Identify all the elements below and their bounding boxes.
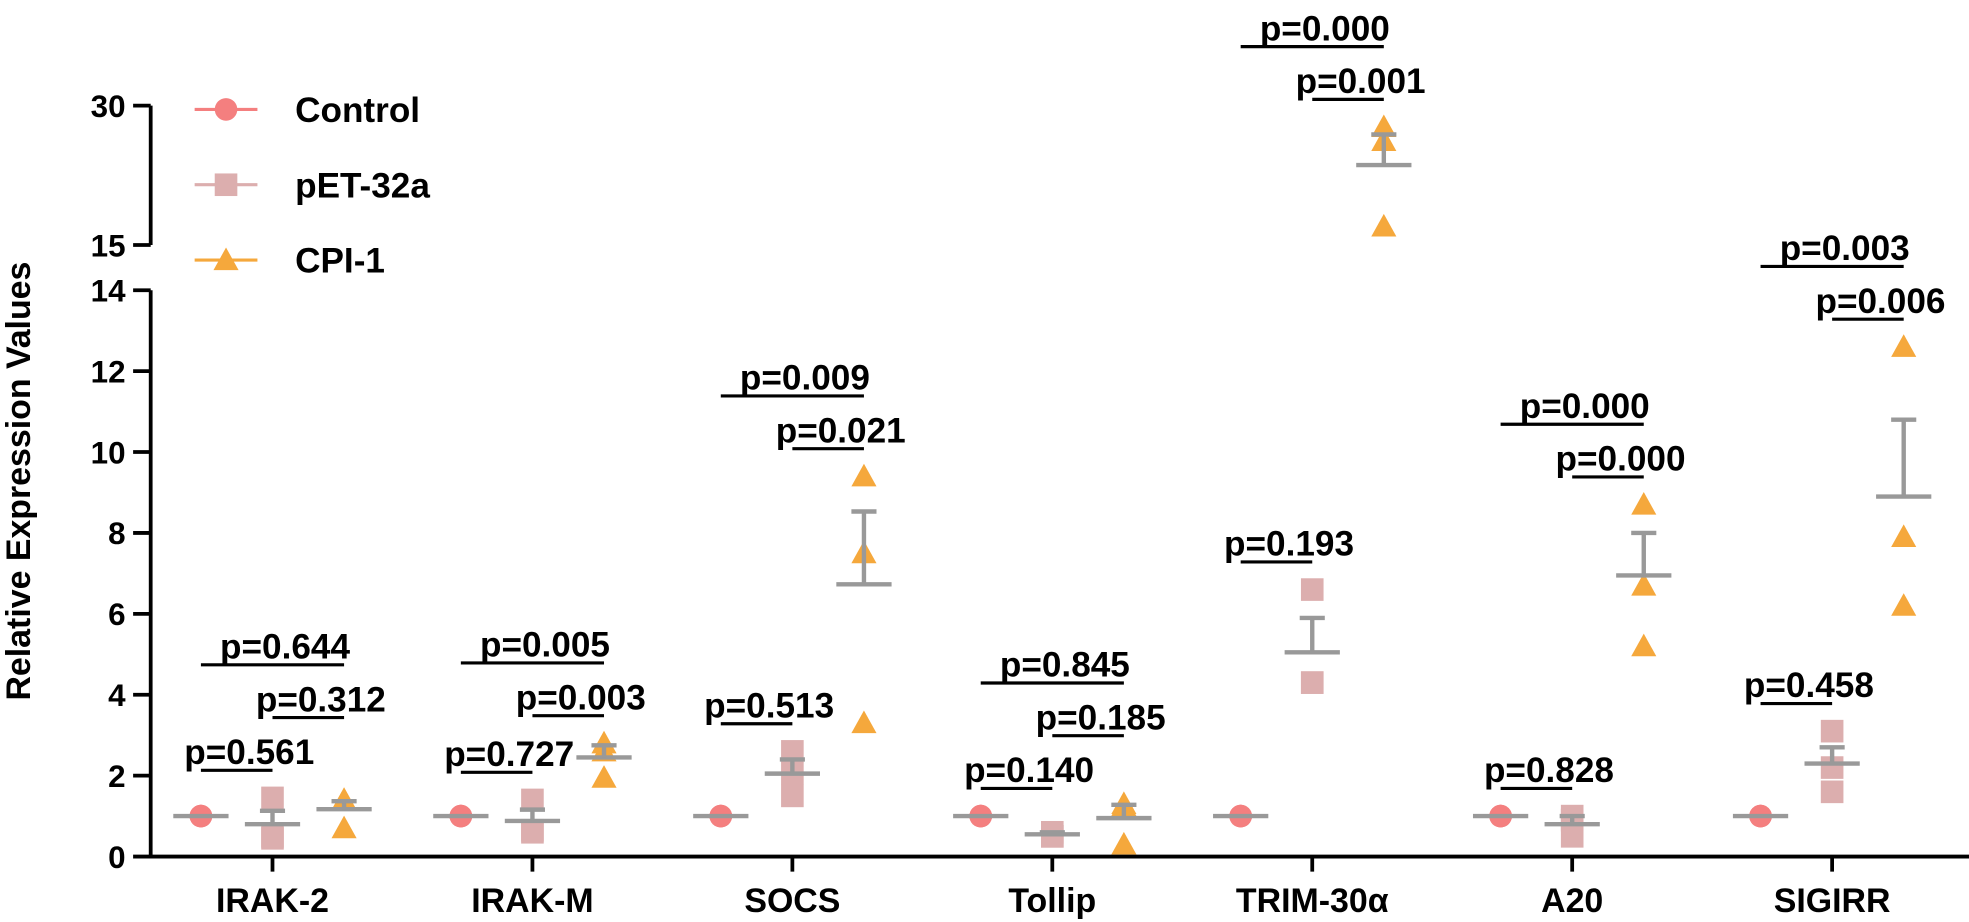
data-point	[1111, 831, 1137, 855]
y-tick-label: 15	[91, 228, 126, 263]
x-tick-label: Tollip	[1008, 882, 1096, 920]
x-tick-label: SOCS	[744, 882, 840, 920]
p-value-label: p=0.845	[1000, 646, 1130, 685]
data-point	[1631, 572, 1657, 596]
p-value-label: p=0.003	[1780, 229, 1910, 268]
legend-label: CPI-1	[295, 242, 385, 281]
p-value-label: p=0.561	[184, 733, 314, 772]
p-value-label: p=0.644	[220, 628, 350, 667]
data-point	[1371, 114, 1397, 138]
legend-label: Control	[295, 91, 420, 130]
data-point	[1371, 213, 1397, 237]
p-value-label: p=0.185	[1036, 698, 1166, 737]
data-point	[591, 765, 617, 788]
legend-marker	[214, 173, 238, 197]
y-axis-label: Relative Expression Values	[0, 262, 38, 701]
y-tick-label: 30	[91, 89, 126, 124]
p-value-label: p=0.001	[1296, 62, 1426, 101]
data-point	[781, 784, 804, 808]
p-value-label: p=0.140	[964, 751, 1094, 790]
legend-marker	[213, 247, 239, 271]
data-point	[1300, 578, 1324, 601]
y-tick-label: 10	[91, 435, 126, 470]
legend-marker	[214, 98, 238, 121]
data-point	[1820, 719, 1844, 743]
data-point	[261, 786, 284, 810]
y-tick-label: 6	[108, 597, 125, 632]
data-point	[1820, 780, 1844, 804]
p-value-label: p=0.828	[1484, 751, 1614, 790]
y-tick-label: 12	[91, 354, 126, 389]
y-tick-label: 8	[108, 516, 125, 551]
data-point	[1300, 671, 1324, 694]
data-point	[851, 710, 877, 734]
p-value-label: p=0.000	[1260, 9, 1390, 48]
legend-label: pET-32a	[295, 166, 430, 205]
p-value-label: p=0.193	[1224, 525, 1354, 564]
p-value-label: p=0.458	[1744, 666, 1874, 705]
p-value-label: p=0.009	[740, 359, 870, 398]
x-tick-label: IRAK-M	[471, 882, 593, 920]
y-tick-label: 0	[108, 840, 125, 875]
y-tick-label: 4	[108, 678, 126, 713]
data-point	[331, 815, 357, 839]
data-point	[781, 740, 804, 763]
p-value-label: p=0.000	[1556, 440, 1686, 479]
data-point	[1891, 593, 1917, 616]
p-value-label: p=0.513	[704, 686, 834, 725]
p-value-label: p=0.003	[516, 678, 646, 717]
x-tick-label: A20	[1541, 882, 1603, 920]
x-tick-label: TRIM-30α	[1236, 882, 1389, 920]
p-value-label: p=0.021	[776, 411, 906, 450]
p-value-label: p=0.312	[256, 680, 386, 719]
p-value-label: p=0.005	[480, 626, 610, 665]
data-point	[331, 787, 357, 810]
data-point	[521, 818, 544, 842]
data-point	[1891, 524, 1917, 548]
data-point	[1631, 633, 1657, 657]
p-value-label: p=0.006	[1815, 282, 1945, 321]
x-tick-label: IRAK-2	[216, 882, 329, 920]
y-tick-label: 2	[108, 759, 125, 794]
data-point	[1631, 492, 1657, 515]
p-value-label: p=0.000	[1520, 387, 1650, 426]
data-point	[521, 788, 544, 812]
data-point	[851, 463, 877, 487]
data-point	[261, 825, 284, 848]
p-value-label: p=0.727	[444, 735, 574, 774]
y-tick-label: 14	[91, 274, 126, 309]
x-tick-label: SIGIRR	[1774, 882, 1891, 920]
data-point	[1891, 334, 1917, 357]
